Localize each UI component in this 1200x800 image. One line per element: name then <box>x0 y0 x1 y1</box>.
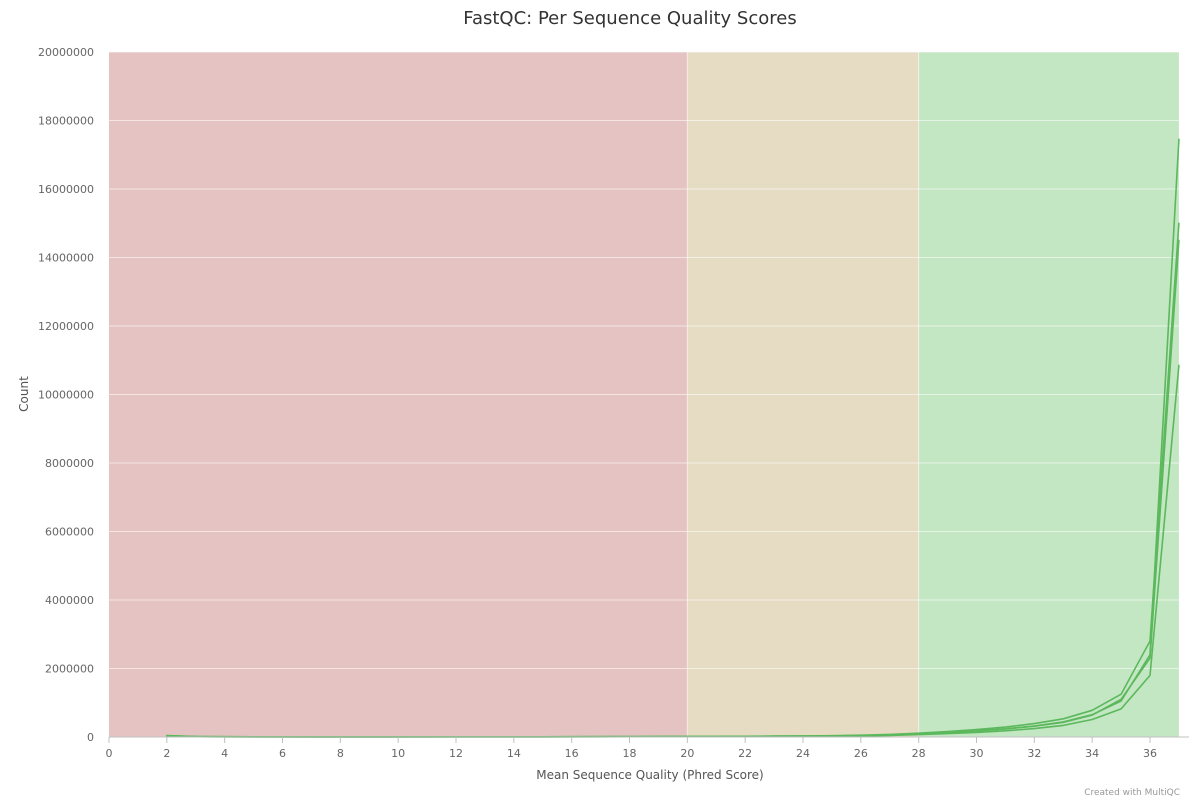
x-tick-label: 24 <box>796 747 810 760</box>
x-tick-label: 32 <box>1027 747 1041 760</box>
y-tick-label: 6000000 <box>45 526 94 539</box>
x-axis-label: Mean Sequence Quality (Phred Score) <box>536 768 764 782</box>
x-tick-label: 16 <box>565 747 579 760</box>
x-tick-label: 14 <box>507 747 521 760</box>
x-tick-label: 2 <box>163 747 170 760</box>
y-tick-label: 12000000 <box>38 320 94 333</box>
y-tick-label: 2000000 <box>45 663 94 676</box>
x-tick-label: 6 <box>279 747 286 760</box>
x-tick-label: 36 <box>1143 747 1157 760</box>
x-axis-ticks: 0 2 4 6 8 10 12 14 16 18 20 22 24 26 28 30 32 34 36 <box>106 736 1189 760</box>
x-tick-label: 18 <box>623 747 637 760</box>
y-tick-label: 0 <box>87 731 94 744</box>
y-tick-label: 20000000 <box>38 46 94 59</box>
x-tick-label: 22 <box>738 747 752 760</box>
y-tick-label: 8000000 <box>45 457 94 470</box>
x-tick-label: 0 <box>106 747 113 760</box>
x-tick-label: 10 <box>391 747 405 760</box>
y-axis-label: Count <box>17 376 31 412</box>
x-tick-label: 4 <box>221 747 228 760</box>
grid-lines <box>109 51 1189 737</box>
y-tick-label: 10000000 <box>38 389 94 402</box>
credit-text: Created with MultiQC <box>1084 788 1180 798</box>
x-tick-label: 30 <box>970 747 984 760</box>
x-tick-label: 12 <box>449 747 463 760</box>
y-tick-label: 14000000 <box>38 252 94 265</box>
y-tick-label: 18000000 <box>38 115 94 128</box>
y-axis-ticks: 0 2000000 4000000 6000000 8000000 10000000 120… <box>38 46 94 744</box>
x-tick-label: 20 <box>680 747 694 760</box>
y-tick-label: 16000000 <box>38 183 94 196</box>
y-tick-label: 4000000 <box>45 594 94 607</box>
chart-title: FastQC: Per Sequence Quality Scores <box>463 8 796 29</box>
x-tick-label: 34 <box>1085 747 1099 760</box>
x-tick-label: 26 <box>854 747 868 760</box>
x-tick-label: 28 <box>912 747 926 760</box>
x-tick-label: 8 <box>337 747 344 760</box>
